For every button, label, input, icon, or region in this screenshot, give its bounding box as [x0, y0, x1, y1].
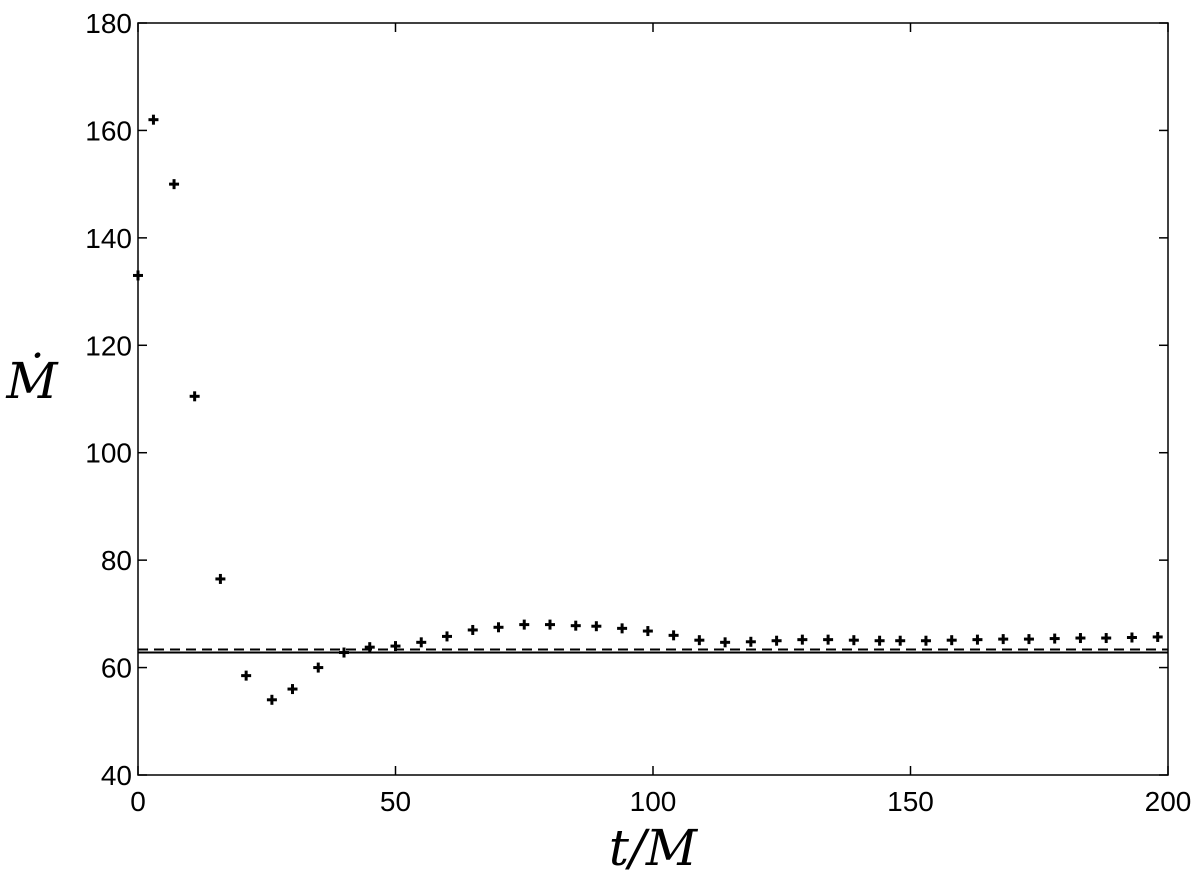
data-point [266, 694, 277, 705]
data-point [215, 573, 226, 584]
x-tick-label: 0 [130, 786, 146, 817]
data-point [519, 619, 530, 630]
y-tick-label: 100 [85, 438, 132, 469]
data-point [823, 634, 834, 645]
data-point [241, 670, 252, 681]
data-point [1101, 633, 1112, 644]
reference-line [138, 648, 1168, 654]
data-points [133, 114, 1163, 705]
data-point [133, 270, 143, 281]
axis-ticks [137, 22, 1169, 776]
y-tick-label: 140 [85, 223, 132, 254]
data-point [848, 635, 859, 646]
data-point [617, 623, 628, 634]
y-tick-label: 160 [85, 115, 132, 146]
data-point [339, 647, 349, 658]
tick-labels: 0 50 100 150 200 40 60 80 100 120 140 160 180 [85, 8, 1191, 817]
data-point [874, 635, 885, 646]
data-point [1152, 631, 1163, 642]
data-point [364, 642, 375, 653]
data-point [467, 624, 478, 635]
x-axis-title: t/M [609, 819, 699, 877]
y-tick-label: 40 [101, 760, 132, 791]
data-point [771, 635, 782, 646]
data-point [545, 619, 555, 630]
x-tick-label: 100 [630, 786, 677, 817]
data-point [946, 635, 957, 646]
data-point [313, 662, 324, 673]
data-point [570, 620, 581, 631]
data-point [720, 637, 731, 648]
data-point [148, 114, 159, 125]
data-point [287, 684, 298, 695]
data-point [920, 635, 931, 646]
data-point [189, 391, 200, 402]
data-point [797, 634, 808, 645]
data-point [1023, 634, 1034, 645]
y-tick-label: 180 [85, 8, 132, 39]
data-point [1049, 633, 1060, 644]
data-point [390, 641, 401, 652]
data-point [1126, 632, 1137, 643]
y-tick-label: 120 [85, 330, 132, 361]
x-tick-label: 50 [380, 786, 411, 817]
plot-area [137, 22, 1169, 776]
data-point [668, 630, 679, 641]
data-point [493, 622, 504, 633]
x-tick-label: 150 [887, 786, 934, 817]
data-point [169, 179, 180, 190]
data-point [642, 626, 653, 637]
data-point [694, 635, 705, 646]
data-point [972, 634, 983, 645]
data-point [1075, 633, 1086, 644]
x-tick-label: 200 [1145, 786, 1192, 817]
y-axis-title: Ṁ [5, 351, 59, 410]
y-tick-label: 80 [101, 545, 132, 576]
data-point [895, 635, 906, 646]
data-point [416, 637, 427, 648]
data-point [591, 621, 602, 632]
data-point [745, 636, 756, 647]
data-point [998, 634, 1009, 645]
data-point [442, 631, 452, 642]
y-tick-label: 60 [101, 653, 132, 684]
